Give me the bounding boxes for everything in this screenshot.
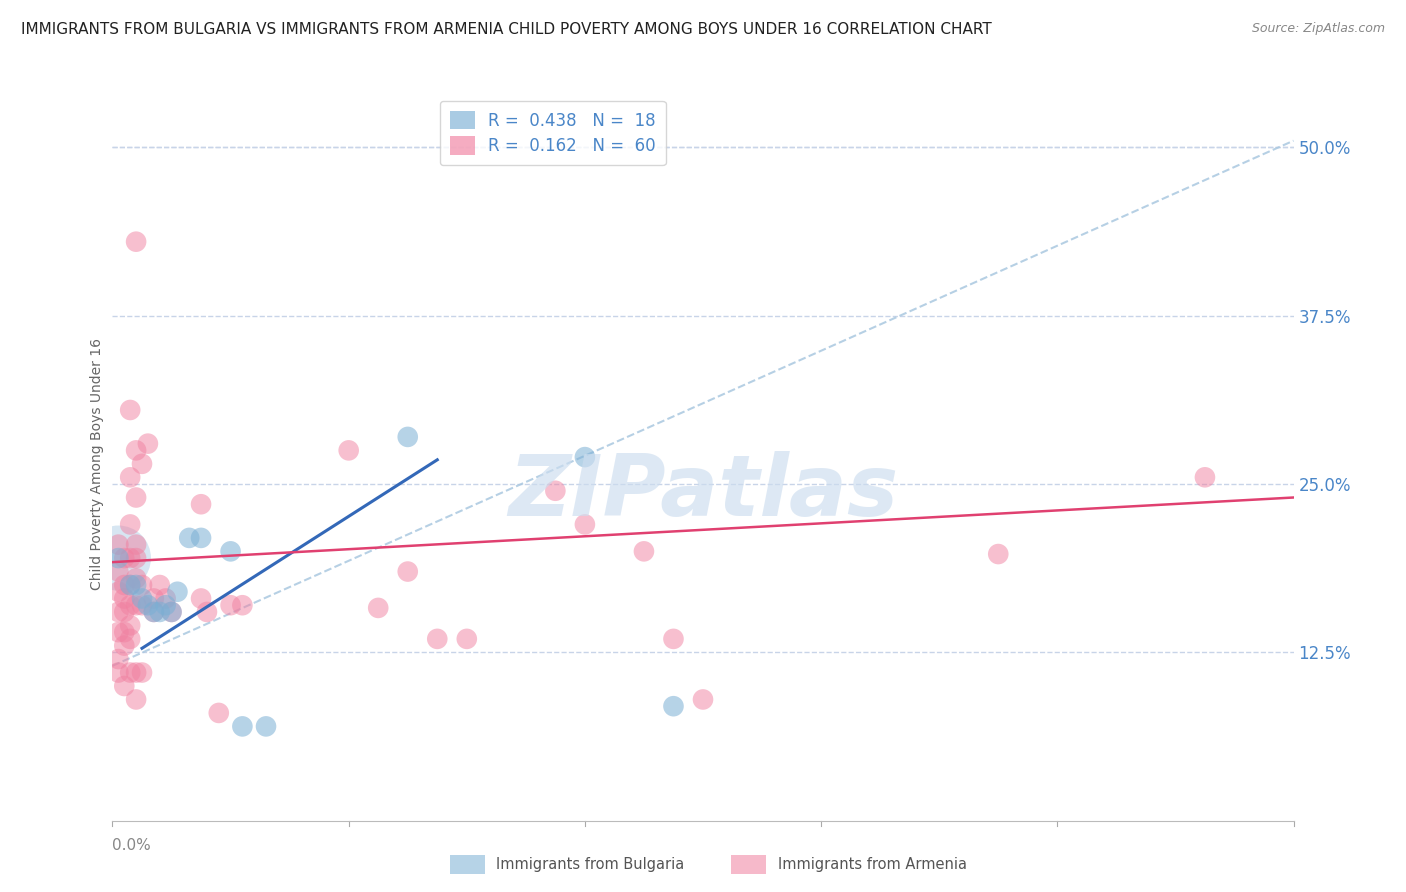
Point (987, 547, 1010, 561)
Point (107, 551, 129, 566)
Point (107, 538, 129, 552)
Point (142, 605, 165, 619)
Point (125, 665, 148, 680)
Y-axis label: Child Poverty Among Boys Under 16: Child Poverty Among Boys Under 16 (90, 338, 104, 590)
Point (112, 679, 135, 693)
Point (662, 632, 685, 646)
Legend: R =  0.438   N =  18, R =  0.162   N =  60: R = 0.438 N = 18, R = 0.162 N = 60 (440, 101, 665, 165)
Point (125, 578, 148, 592)
Point (190, 531, 212, 545)
Point (120, 578, 142, 592)
Point (574, 450, 596, 464)
Point (112, 639, 135, 653)
Point (120, 470, 142, 484)
Point (219, 544, 242, 558)
Point (254, 719, 277, 733)
Point (125, 491, 148, 505)
Point (1194, 470, 1216, 484)
Point (112, 578, 135, 592)
Point (125, 443, 148, 458)
Point (179, 531, 201, 545)
Point (633, 544, 655, 558)
Point (136, 598, 159, 612)
Text: Immigrants from Bulgaria: Immigrants from Bulgaria (496, 857, 685, 871)
Point (456, 632, 478, 646)
Point (112, 551, 135, 566)
Point (231, 719, 253, 733)
Text: IMMIGRANTS FROM BULGARIA VS IMMIGRANTS FROM ARMENIA CHILD POVERTY AMONG BOYS UND: IMMIGRANTS FROM BULGARIA VS IMMIGRANTS F… (21, 22, 991, 37)
Text: ZIPatlas: ZIPatlas (508, 450, 898, 534)
Point (120, 403, 142, 417)
Point (544, 483, 567, 498)
Point (426, 632, 449, 646)
Point (125, 598, 148, 612)
Point (208, 706, 231, 720)
Point (131, 591, 153, 606)
Point (120, 618, 142, 632)
Point (125, 551, 148, 566)
Point (112, 625, 135, 640)
Point (120, 665, 142, 680)
Point (125, 692, 148, 706)
Point (125, 538, 148, 552)
Point (107, 625, 129, 640)
Point (107, 665, 129, 680)
Point (149, 605, 172, 619)
Point (107, 605, 129, 619)
Point (125, 235, 148, 249)
Point (574, 517, 596, 532)
Point (692, 692, 714, 706)
Point (396, 565, 419, 579)
Point (155, 591, 177, 606)
Point (120, 551, 142, 566)
Point (125, 571, 148, 585)
Point (160, 605, 183, 619)
Point (142, 605, 165, 619)
Point (107, 584, 129, 599)
Point (120, 598, 142, 612)
Point (131, 598, 153, 612)
Point (107, 551, 129, 566)
Point (112, 591, 135, 606)
Point (120, 578, 142, 592)
Text: 0.0%: 0.0% (112, 838, 152, 854)
Point (120, 517, 142, 532)
Point (136, 436, 159, 450)
Point (219, 598, 242, 612)
Point (160, 605, 183, 619)
Point (190, 497, 212, 511)
Point (107, 565, 129, 579)
Text: Immigrants from Armenia: Immigrants from Armenia (778, 857, 966, 871)
Text: Source: ZipAtlas.com: Source: ZipAtlas.com (1251, 22, 1385, 36)
Point (131, 457, 153, 471)
Point (337, 443, 360, 458)
Point (142, 591, 165, 606)
Point (131, 665, 153, 680)
Point (131, 578, 153, 592)
Point (396, 430, 419, 444)
Point (120, 632, 142, 646)
Point (231, 598, 253, 612)
Point (149, 578, 172, 592)
Point (190, 591, 212, 606)
Point (112, 605, 135, 619)
Point (166, 584, 188, 599)
Point (367, 601, 389, 615)
Point (662, 699, 685, 714)
Point (155, 598, 177, 612)
Point (107, 652, 129, 666)
Point (195, 605, 218, 619)
